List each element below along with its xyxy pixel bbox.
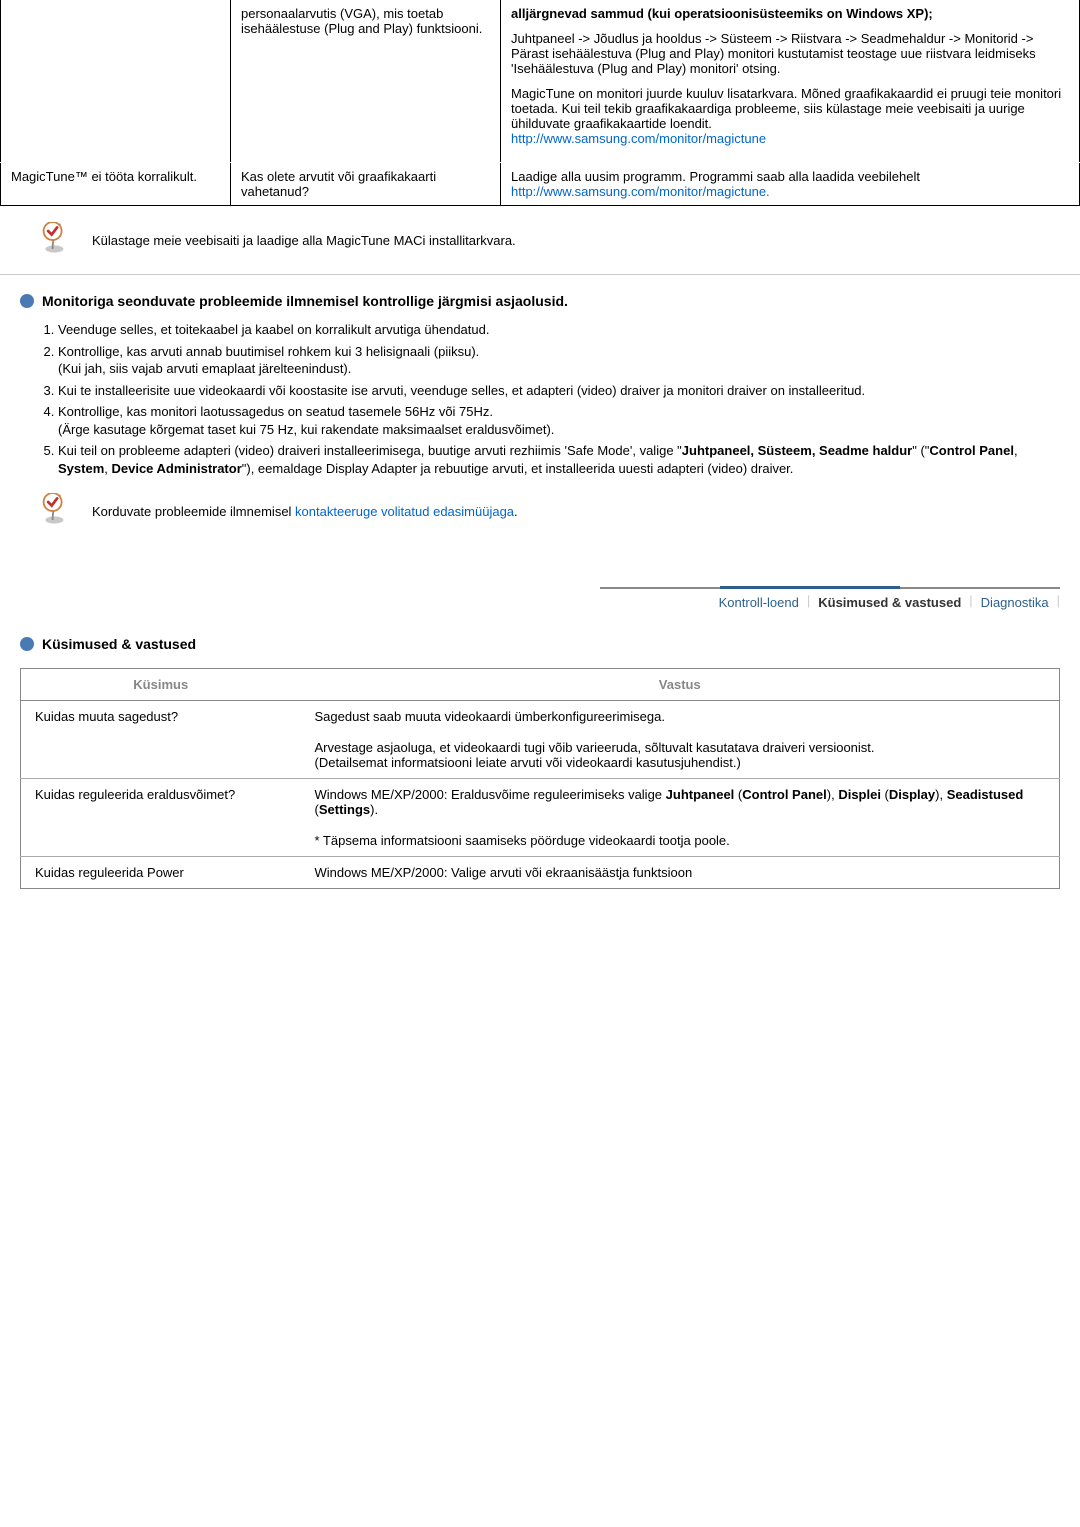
mt-r2-c2: Kas olete arvutit või graafikakaarti vah… xyxy=(231,163,501,206)
checkmark-mouse-icon-2 xyxy=(40,493,76,529)
qa-r2-a2: * Täpsema informatsiooni saamiseks pöörd… xyxy=(301,825,1060,857)
qa-r1-a2: Arvestage asjaoluga, et videokaardi tugi… xyxy=(301,732,1060,779)
check-steps: Veenduge selles, et toitekaabel ja kaabe… xyxy=(58,321,1060,477)
qa-table: Küsimus Vastus Kuidas muuta sagedust? Sa… xyxy=(20,668,1060,889)
bullet-icon-2 xyxy=(20,637,34,651)
note-contact: Korduvate probleemide ilmnemisel kontakt… xyxy=(0,487,1080,545)
r2a1-pre: Windows ME/XP/2000: Eraldusvõime regulee… xyxy=(315,787,666,802)
qa-r1-q: Kuidas muuta sagedust? xyxy=(21,701,301,733)
mt-r1-c3-p2: Juhtpaneel -> Jõudlus ja hooldus -> Süst… xyxy=(511,31,1069,76)
s5-b3: System xyxy=(58,461,104,476)
note-mac-text: Külastage meie veebisaiti ja laadige all… xyxy=(92,233,516,248)
s5-b4: Device Administrator xyxy=(111,461,241,476)
qa-section-head: Küsimused & vastused xyxy=(0,612,1080,660)
mt-r1-c2: personaalarvutis (VGA), mis toetab isehä… xyxy=(231,0,501,163)
checkmark-mouse-icon xyxy=(40,222,76,258)
mt-r2-c3: Laadige alla uusim programm. Programmi s… xyxy=(501,163,1080,206)
bullet-icon xyxy=(20,294,34,308)
tab-diagnostics[interactable]: Diagnostika xyxy=(977,593,1053,612)
magictune-table: personaalarvutis (VGA), mis toetab isehä… xyxy=(0,0,1080,206)
n2-pre: Korduvate probleemide ilmnemisel xyxy=(92,504,295,519)
n2-post: . xyxy=(514,504,518,519)
tab-sep-3: | xyxy=(1057,593,1060,612)
qa-title: Küsimused & vastused xyxy=(42,636,196,652)
qa-head-a: Vastus xyxy=(301,669,1060,701)
qa-r2-q2 xyxy=(21,825,301,857)
r2a1-b4: Display xyxy=(889,787,935,802)
mt-r1-c3: alljärgnevad sammud (kui operatsioonisüs… xyxy=(501,0,1080,163)
tab-checklist[interactable]: Kontroll-loend xyxy=(715,593,803,612)
note-mac-install: Külastage meie veebisaiti ja laadige all… xyxy=(0,216,1080,275)
s5-pre: Kui teil on probleeme adapteri (video) d… xyxy=(58,443,682,458)
r2a1-m4: ), xyxy=(935,787,947,802)
s5-post: "), eemaldage Display Adapter ja rebuuti… xyxy=(242,461,794,476)
qa-r3-q: Kuidas reguleerida Power xyxy=(21,857,301,889)
qa-r2-q: Kuidas reguleerida eraldusvõimet? xyxy=(21,779,301,826)
check-section-head: Monitoriga seonduvate probleemide ilmnem… xyxy=(0,275,1080,317)
note-contact-text: Korduvate probleemide ilmnemisel kontakt… xyxy=(92,504,518,519)
mt-r2-c1: MagicTune™ ei tööta korralikult. xyxy=(1,163,231,206)
check-title: Monitoriga seonduvate probleemide ilmnem… xyxy=(42,293,568,309)
n2-link[interactable]: kontakteeruge volitatud edasimüüjaga xyxy=(295,504,514,519)
r2a1-b5: Seadistused xyxy=(947,787,1024,802)
qa-r1-a1: Sagedust saab muuta videokaardi ümberkon… xyxy=(301,701,1060,733)
r2a1-b6: Settings xyxy=(319,802,370,817)
r2a1-b3: Displei xyxy=(838,787,881,802)
r2a1-m3: ( xyxy=(881,787,889,802)
tab-qa[interactable]: Küsimused & vastused xyxy=(814,593,965,612)
step-4: Kontrollige, kas monitori laotussagedus … xyxy=(58,403,1060,438)
mt-r2-c3-text: Laadige alla uusim programm. Programmi s… xyxy=(511,169,920,184)
mt-r1-c3-bold: alljärgnevad sammud (kui operatsioonisüs… xyxy=(511,6,1069,21)
qa-r2-a1: Windows ME/XP/2000: Eraldusvõime regulee… xyxy=(301,779,1060,826)
s5-mid: " (" xyxy=(912,443,929,458)
step-3: Kui te installeerisite uue videokaardi v… xyxy=(58,382,1060,400)
s5-b1: Juhtpaneel, Süsteem, Seadme haldur xyxy=(682,443,912,458)
s5-b2: Control Panel xyxy=(929,443,1014,458)
tab-sep-1: | xyxy=(807,593,810,612)
qa-r1-q2 xyxy=(21,732,301,779)
step-5: Kui teil on probleeme adapteri (video) d… xyxy=(58,442,1060,477)
qa-head-q: Küsimus xyxy=(21,669,301,701)
mt-r1-c3-p3-text: MagicTune on monitori juurde kuuluv lisa… xyxy=(511,86,1061,131)
mt-r1-c1 xyxy=(1,0,231,163)
r2a1-m2: ), xyxy=(827,787,839,802)
qa-r3-a: Windows ME/XP/2000: Valige arvuti või ek… xyxy=(301,857,1060,889)
mt-r2-c3-link[interactable]: http://www.samsung.com/monitor/magictune… xyxy=(511,184,770,199)
r2a1-m6: ). xyxy=(370,802,378,817)
tab-sep-2: | xyxy=(969,593,972,612)
r2a1-b1: Juhtpaneel xyxy=(666,787,735,802)
mt-r1-c3-p3: MagicTune on monitori juurde kuuluv lisa… xyxy=(511,86,1069,146)
s5-c: , xyxy=(1014,443,1018,458)
mt-r1-c3-link[interactable]: http://www.samsung.com/monitor/magictune xyxy=(511,131,766,146)
step-1: Veenduge selles, et toitekaabel ja kaabe… xyxy=(58,321,1060,339)
mt-r1-c2-text: personaalarvutis (VGA), mis toetab isehä… xyxy=(241,6,482,36)
step-2: Kontrollige, kas arvuti annab buutimisel… xyxy=(58,343,1060,378)
r2a1-b2: Control Panel xyxy=(742,787,827,802)
